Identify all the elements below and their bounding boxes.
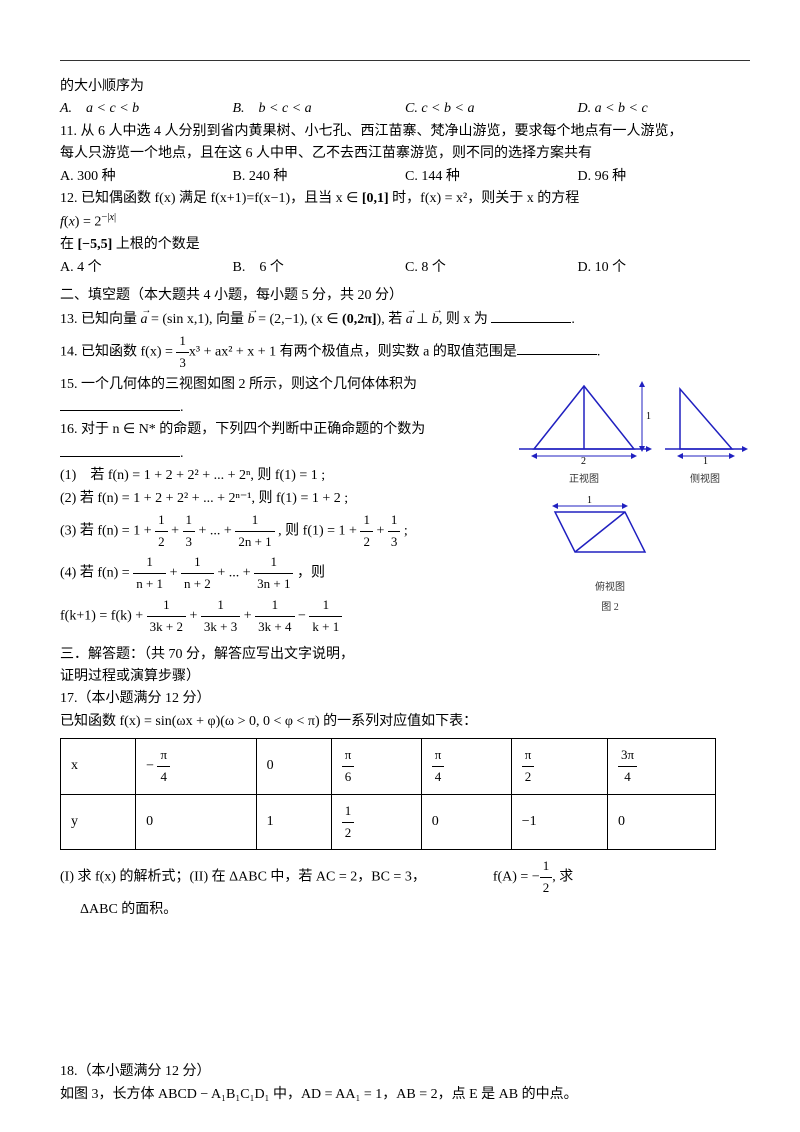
table-row: x− π40π6π4π23π4 bbox=[61, 739, 716, 795]
front-view-svg: 1 2 bbox=[514, 374, 654, 464]
q17-line: 已知函数 f(x) = sin(ωx + φ)(ω > 0, 0 < φ < π… bbox=[60, 711, 750, 733]
table-cell: 0 bbox=[421, 794, 511, 850]
table-cell: π4 bbox=[421, 739, 511, 795]
q11-choice-d: D. 96 种 bbox=[578, 166, 751, 188]
q12-line3: 在 [−5,5] 上根的个数是 bbox=[60, 234, 750, 256]
top-view-svg: 1 bbox=[545, 492, 675, 572]
section-3-heading: 三．解答题：（共 70 分，解答应写出文字说明， bbox=[60, 644, 750, 666]
q11-line2: 每人只游览一个地点，且在这 6 人中甲、乙不去西江苗寨游览，则不同的选择方案共有 bbox=[60, 143, 750, 165]
table-cell: y bbox=[61, 794, 136, 850]
table-cell: 1 bbox=[256, 794, 331, 850]
q14: 14. 已知函数 f(x) = 13x³ + ax² + x + 1 有两个极值… bbox=[60, 331, 750, 374]
q10-choice-d: D. a < b < c bbox=[578, 98, 751, 120]
q12-line2: f(x) = 2−|x| bbox=[60, 210, 750, 234]
q15-blank bbox=[60, 396, 180, 411]
q12-line1: 12. 已知偶函数 f(x) 满足 f(x+1)=f(x−1)，且当 x ∈ [… bbox=[60, 188, 750, 210]
table-cell: 0 bbox=[608, 794, 716, 850]
side-view-svg: 1 bbox=[660, 374, 750, 464]
page-top-rule bbox=[60, 60, 750, 61]
q12-choice-b: B. 6 个 bbox=[233, 257, 406, 279]
table-cell: 0 bbox=[256, 739, 331, 795]
q10-choice-a: A. a < c < b bbox=[60, 98, 233, 120]
q11-choice-b: B. 240 种 bbox=[233, 166, 406, 188]
front-view-label: 正视图 bbox=[514, 472, 654, 488]
table-cell: π6 bbox=[331, 739, 421, 795]
svg-text:1: 1 bbox=[646, 411, 651, 422]
svg-text:1: 1 bbox=[703, 456, 708, 464]
q12-choice-a: A. 4 个 bbox=[60, 257, 233, 279]
q12-choices: A. 4 个 B. 6 个 C. 8 个 D. 10 个 bbox=[60, 257, 750, 279]
table-cell: x bbox=[61, 739, 136, 795]
section-3-heading-2: 证明过程或演算步骤） bbox=[60, 666, 750, 688]
table-cell: 12 bbox=[331, 794, 421, 850]
q13-blank bbox=[491, 308, 571, 323]
q17-part1: (I) 求 f(x) 的解析式；(II) 在 ΔABC 中，若 AC = 2，B… bbox=[60, 856, 750, 899]
q16-blank bbox=[60, 442, 180, 457]
q10-choice-c: C. c < b < a bbox=[405, 98, 578, 120]
table-row: y01120−10 bbox=[61, 794, 716, 850]
svg-text:1: 1 bbox=[587, 495, 592, 506]
q18-heading: 18.（本小题满分 12 分） bbox=[60, 1061, 750, 1083]
table-cell: −1 bbox=[511, 794, 607, 850]
table-cell: 3π4 bbox=[608, 739, 716, 795]
table-cell: 0 bbox=[136, 794, 257, 850]
q12-choice-d: D. 10 个 bbox=[578, 257, 751, 279]
table-cell: − π4 bbox=[136, 739, 257, 795]
q17-part2: ΔABC 的面积。 bbox=[80, 899, 750, 921]
q11-choices: A. 300 种 B. 240 种 C. 144 种 D. 96 种 bbox=[60, 166, 750, 188]
q11-line1: 11. 从 6 人中选 4 人分别到省内黄果树、小七孔、西江苗寨、梵净山游览，要… bbox=[60, 121, 750, 143]
svg-text:2: 2 bbox=[581, 456, 586, 464]
q17-heading: 17.（本小题满分 12 分） bbox=[60, 688, 750, 710]
q11-choice-c: C. 144 种 bbox=[405, 166, 578, 188]
section-2-heading: 二、填空题（本大题共 4 小题，每小题 5 分，共 20 分） bbox=[60, 285, 750, 307]
q11-choice-a: A. 300 种 bbox=[60, 166, 233, 188]
q18-line: 如图 3，长方体 ABCD − A₁B₁C₁D₁ 中，AD = AA₁ = 1，… bbox=[60, 1084, 750, 1106]
side-view-label: 侧视图 bbox=[660, 472, 750, 488]
top-view-label: 俯视图 bbox=[470, 580, 750, 596]
q13: 13. 已知向量 a = (sin x,1), 向量 b = (2,−1), (… bbox=[60, 308, 750, 331]
q10-choices: A. a < c < b B. b < c < a C. c < b < a D… bbox=[60, 98, 750, 120]
q10-choice-b: B. b < c < a bbox=[233, 98, 406, 120]
q14-blank bbox=[517, 340, 597, 355]
table-cell: π2 bbox=[511, 739, 607, 795]
figure-2-area: 1 2 正视图 1 侧视图 bbox=[470, 374, 750, 617]
q12-choice-c: C. 8 个 bbox=[405, 257, 578, 279]
figure-2-caption: 图 2 bbox=[470, 600, 750, 616]
q17-table: x− π40π6π4π23π4 y01120−10 bbox=[60, 738, 716, 850]
intro-fragment: 的大小顺序为 bbox=[60, 76, 750, 98]
